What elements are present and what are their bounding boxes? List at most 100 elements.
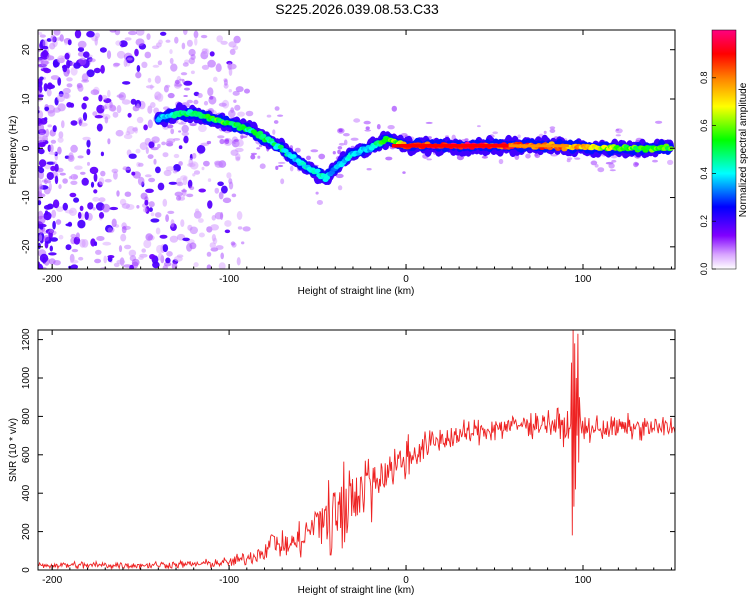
- halo-blob: [365, 126, 370, 130]
- noise-blob: [216, 62, 222, 72]
- noise-blob: [70, 180, 78, 185]
- noise-blob: [59, 172, 66, 176]
- noise-blob: [80, 171, 86, 175]
- noise-blob: [139, 142, 148, 151]
- colorbar-tick-label: 0.8: [699, 72, 709, 85]
- ridge-core: [277, 144, 284, 150]
- noise-blob: [38, 63, 44, 68]
- colorbar-tick-label: 0.4: [699, 167, 709, 180]
- noise-blob: [39, 253, 49, 263]
- colorbar-tick-label: 0.0: [699, 263, 709, 276]
- noise-blob: [77, 117, 84, 125]
- spectrogram-y-label: Frequency (Hz): [8, 116, 19, 185]
- colorbar-tick-label: 0.6: [699, 119, 709, 132]
- noise-blob: [136, 103, 141, 111]
- noise-blob: [79, 238, 86, 248]
- noise-blob: [44, 106, 50, 112]
- noise-blob: [38, 200, 42, 206]
- halo-blob: [173, 138, 181, 141]
- halo-blob: [245, 110, 254, 117]
- noise-blob: [86, 30, 95, 38]
- noise-blob: [102, 241, 112, 246]
- noise-blob: [241, 241, 245, 245]
- noise-blob: [220, 252, 224, 260]
- halo-blob: [219, 138, 225, 145]
- noise-blob: [49, 144, 54, 153]
- x-tick-label: 100: [575, 274, 592, 285]
- noise-blob: [96, 123, 103, 132]
- halo-blob: [597, 167, 605, 173]
- noise-blob: [174, 83, 183, 87]
- noise-blob: [237, 226, 243, 230]
- noise-blob: [65, 223, 72, 227]
- noise-blob: [52, 125, 57, 133]
- halo-blob: [184, 87, 190, 91]
- ridge-core-line: [508, 144, 569, 148]
- noise-blob: [134, 48, 139, 57]
- noise-blob: [103, 255, 107, 264]
- noise-blob: [153, 158, 157, 165]
- noise-blob: [59, 34, 64, 42]
- halo-blob: [289, 165, 294, 172]
- noise-blob: [178, 161, 183, 166]
- noise-blob: [180, 72, 188, 76]
- noise-blob: [46, 161, 56, 165]
- noise-blob: [148, 177, 156, 183]
- noise-blob: [160, 31, 167, 36]
- noise-blob: [211, 234, 216, 242]
- noise-blob: [107, 227, 113, 233]
- noise-blob: [186, 193, 194, 198]
- noise-blob: [38, 48, 41, 53]
- noise-blob: [95, 249, 102, 255]
- noise-blob: [66, 68, 71, 75]
- halo-blob: [402, 171, 406, 174]
- noise-blob: [69, 192, 77, 198]
- noise-blob: [183, 80, 193, 86]
- halo-blob: [549, 128, 556, 133]
- colorbar-frame: [711, 29, 737, 270]
- halo-blob: [310, 149, 319, 153]
- halo-blob: [461, 138, 469, 142]
- noise-blob: [53, 30, 61, 36]
- noise-blob: [182, 62, 189, 67]
- noise-blob: [100, 170, 106, 177]
- halo-blob: [615, 134, 621, 137]
- halo-blob: [165, 84, 171, 88]
- halo-blob: [590, 160, 598, 166]
- noise-blob: [157, 182, 165, 191]
- ridge-core: [290, 154, 297, 159]
- noise-blob: [206, 251, 212, 257]
- noise-blob: [143, 124, 148, 131]
- halo-blob: [214, 160, 222, 166]
- noise-blob: [200, 34, 208, 39]
- noise-blob: [90, 181, 95, 188]
- noise-blob: [169, 49, 173, 55]
- noise-blob: [157, 60, 163, 66]
- noise-blob: [207, 178, 212, 183]
- noise-blob: [51, 209, 57, 219]
- noise-blob: [235, 86, 244, 93]
- noise-blob: [43, 204, 52, 210]
- noise-blob: [181, 124, 189, 133]
- noise-blob: [38, 184, 44, 190]
- noise-blob: [111, 218, 117, 228]
- noise-blob: [100, 151, 104, 157]
- noise-blob: [124, 191, 132, 197]
- noise-blob: [231, 193, 237, 198]
- noise-blob: [162, 264, 168, 269]
- noise-blob: [227, 62, 232, 71]
- noise-blob: [74, 30, 82, 39]
- halo-blob: [203, 100, 209, 106]
- noise-blob: [42, 45, 49, 50]
- halo-blob: [167, 92, 175, 99]
- snr-x-ticks: -200 -100 0 100: [42, 330, 672, 586]
- noise-blob: [80, 212, 84, 221]
- y-tick-label: 800: [21, 408, 32, 425]
- ridge-core: [234, 122, 241, 127]
- noise-blob: [168, 181, 178, 185]
- noise-blob: [150, 146, 159, 151]
- noise-blob: [112, 62, 120, 68]
- halo-blob: [332, 151, 336, 155]
- noise-blob: [86, 148, 91, 156]
- halo-blob: [277, 114, 284, 117]
